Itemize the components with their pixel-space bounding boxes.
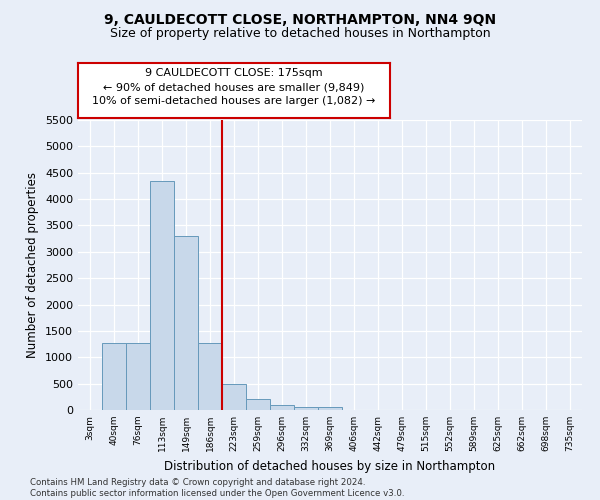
Bar xyxy=(222,384,246,410)
Bar xyxy=(102,343,126,410)
Bar xyxy=(126,343,150,410)
Bar xyxy=(246,398,270,410)
Bar xyxy=(318,407,342,410)
Text: 9, CAULDECOTT CLOSE, NORTHAMPTON, NN4 9QN: 9, CAULDECOTT CLOSE, NORTHAMPTON, NN4 9Q… xyxy=(104,12,496,26)
Text: 9 CAULDECOTT CLOSE: 175sqm
← 90% of detached houses are smaller (9,849)
10% of s: 9 CAULDECOTT CLOSE: 175sqm ← 90% of deta… xyxy=(92,68,376,106)
X-axis label: Distribution of detached houses by size in Northampton: Distribution of detached houses by size … xyxy=(164,460,496,472)
Bar xyxy=(270,406,294,410)
Text: Size of property relative to detached houses in Northampton: Size of property relative to detached ho… xyxy=(110,28,490,40)
Bar xyxy=(150,180,174,410)
Y-axis label: Number of detached properties: Number of detached properties xyxy=(26,172,40,358)
Text: Contains HM Land Registry data © Crown copyright and database right 2024.
Contai: Contains HM Land Registry data © Crown c… xyxy=(30,478,404,498)
Bar xyxy=(174,236,198,410)
Bar xyxy=(294,406,318,410)
Bar xyxy=(198,343,222,410)
